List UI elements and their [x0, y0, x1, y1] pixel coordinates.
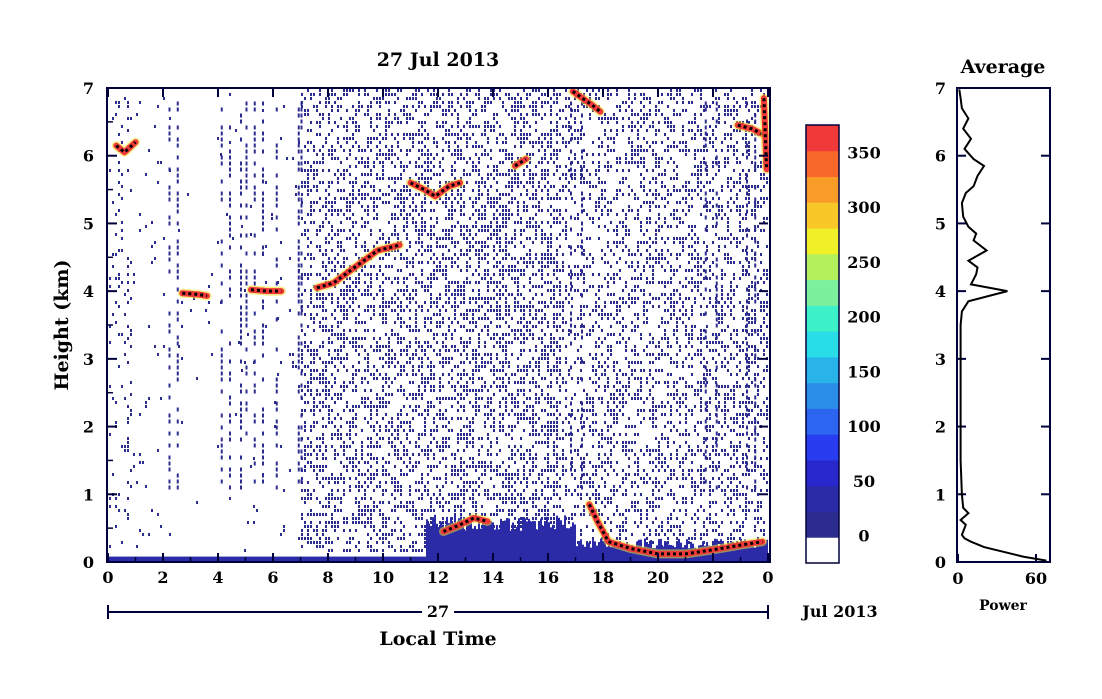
profile-y-tick-label: 7 — [935, 79, 946, 98]
layer-peak-marks — [115, 141, 137, 154]
colorbar-swatch — [806, 434, 839, 461]
profile-y-ticks: 0 1 2 3 4 5 6 7 — [935, 79, 1049, 572]
colorbar-tick-label: 200 — [847, 308, 880, 327]
layer-peak-marks — [409, 181, 461, 198]
date-axis-day-label: 27 — [427, 602, 449, 621]
noise-returns — [109, 89, 768, 552]
y-tick-label: 4 — [83, 282, 94, 301]
colorbar-swatch — [806, 253, 839, 281]
layer-peak-marks — [571, 90, 602, 113]
date-axis-month-label: Jul 2013 — [800, 602, 877, 621]
profile-x-axis-label: Power — [979, 598, 1027, 614]
colorbar-labels: 0 50 100 150 200 250 300 350 — [847, 143, 880, 545]
layer-peak-marks — [514, 157, 527, 168]
average-profile-panel: 0 1 2 3 4 5 6 7 0 60 Average Power — [935, 56, 1051, 614]
date-axis: 27 Jul 2013 — [107, 601, 878, 621]
colorbar-swatch — [806, 125, 839, 152]
colorbar-swatch — [806, 150, 839, 178]
layer-peak-marks — [250, 288, 282, 293]
x-tick-label: 18 — [592, 568, 614, 587]
colorbar-swatch — [806, 228, 839, 255]
layer-peak-marks — [587, 503, 763, 556]
colorbar-tick-label: 50 — [853, 472, 875, 491]
x-tick-label: 6 — [267, 568, 278, 587]
colorbar-tick-label: 150 — [847, 362, 880, 381]
colorbar-swatch — [806, 459, 839, 487]
x-tick-label: 12 — [427, 568, 449, 587]
profile-y-tick-label: 6 — [935, 147, 946, 166]
colorbar-frame — [805, 124, 840, 564]
colorbar-tick-label: 350 — [847, 143, 880, 162]
x-tick-label: 16 — [537, 568, 559, 587]
colorbar-tick-label: 0 — [858, 527, 869, 546]
colorbar-swatch — [806, 511, 839, 538]
profile-y-tick-label: 0 — [935, 553, 946, 572]
profile-x-tick-label: 0 — [952, 569, 963, 588]
date-label-background — [422, 601, 454, 621]
x-tick-label: 0 — [102, 568, 113, 587]
colorbar-swatch — [806, 176, 839, 203]
colorbar-tick-label: 100 — [847, 417, 880, 436]
y-tick-label: 0 — [83, 553, 94, 572]
colorbar: 0 50 100 150 200 250 300 350 — [805, 124, 881, 564]
y-tick-label: 6 — [83, 147, 94, 166]
profile-title: Average — [960, 56, 1046, 78]
x-tick-label: 0 — [762, 568, 773, 587]
colorbar-swatch — [806, 202, 839, 229]
colorbar-swatch — [806, 537, 839, 564]
y-tick-label: 7 — [83, 79, 94, 98]
profile-series-line — [958, 89, 1047, 562]
layer-peak-marks — [737, 123, 766, 137]
y-tick-label: 5 — [83, 214, 94, 233]
colorbar-swatch — [806, 356, 839, 384]
y-tick-label: 2 — [83, 418, 94, 437]
colorbar-swatches — [806, 125, 839, 564]
x-tick-label: 20 — [647, 568, 669, 587]
colorbar-swatch — [806, 382, 839, 409]
cloud-layers — [111, 86, 772, 559]
colorbar-swatch — [806, 279, 839, 306]
x-tick-label: 4 — [212, 568, 223, 587]
x-tick-label: 10 — [372, 568, 394, 587]
x-tick-label: 2 — [157, 568, 168, 587]
x-tick-label: 8 — [322, 568, 333, 587]
layer-core — [760, 95, 770, 173]
colorbar-swatch — [806, 485, 839, 512]
profile-y-tick-label: 5 — [935, 214, 946, 233]
colorbar-tick-label: 300 — [847, 198, 880, 217]
profile-y-tick-label: 2 — [935, 418, 946, 437]
y-tick-label: 3 — [83, 350, 94, 369]
colorbar-swatch — [806, 331, 839, 358]
layer-peak-marks — [316, 243, 400, 290]
profile-y-tick-label: 3 — [935, 350, 946, 369]
profile-frame — [956, 87, 1051, 563]
y-tick-label: 1 — [83, 485, 94, 504]
x-axis-ticks: 0 2 4 6 8 10 12 14 16 18 20 22 0 — [102, 88, 774, 587]
profile-y-tick-label: 4 — [935, 282, 946, 301]
layer-peak-marks — [442, 516, 488, 533]
chart-title: 27 Jul 2013 — [377, 49, 500, 71]
layer-core — [179, 290, 210, 299]
y-axis-ticks: 0 1 2 3 4 5 6 7 — [83, 79, 768, 572]
colorbar-swatch — [806, 305, 839, 332]
profile-y-tick-label: 1 — [935, 485, 946, 504]
x-tick-label: 22 — [702, 568, 724, 587]
y-axis-label: Height (km) — [51, 260, 73, 391]
colorbar-tick-label: 250 — [847, 253, 880, 272]
vertical-streaks — [168, 101, 757, 490]
profile-x-tick-label: 60 — [1025, 569, 1047, 588]
x-axis-label: Local Time — [379, 628, 496, 650]
colorbar-swatch — [806, 408, 839, 435]
heatmap-cells — [108, 89, 768, 562]
x-tick-label: 14 — [482, 568, 504, 587]
